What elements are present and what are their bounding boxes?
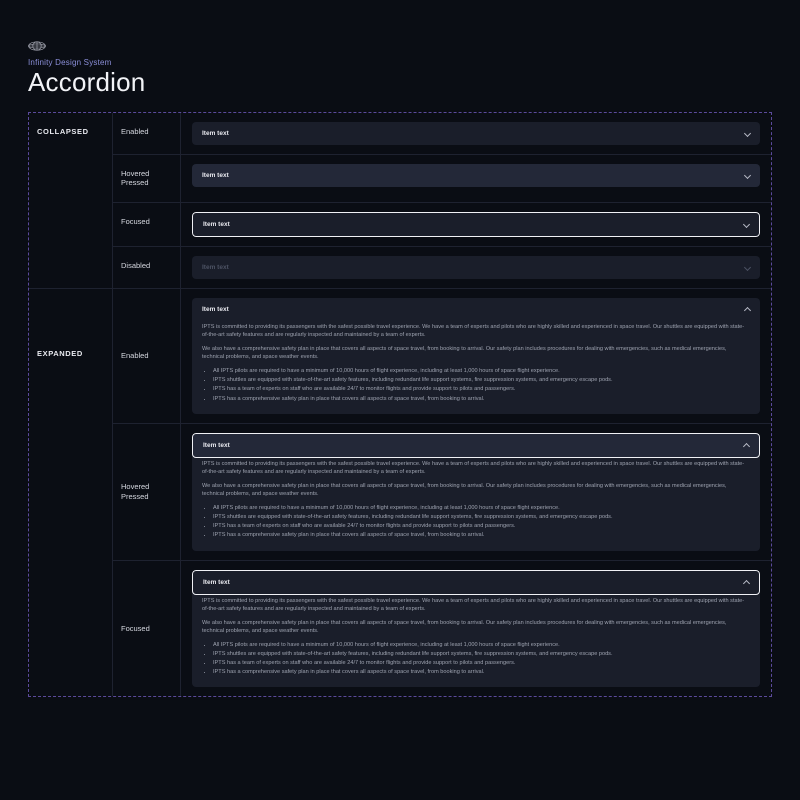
accordion-collapsed-disabled: Item text xyxy=(192,256,760,279)
body-paragraph: IPTS is committed to providing its passe… xyxy=(202,597,750,613)
accordion-header[interactable]: Item text xyxy=(192,570,760,595)
list-item: IPTS shuttles are equipped with state-of… xyxy=(213,650,750,658)
accordion-header[interactable]: Item text xyxy=(192,164,760,187)
list-item: IPTS has a team of experts on staff who … xyxy=(213,385,750,393)
accordion-label: Item text xyxy=(202,130,229,137)
chevron-up-icon xyxy=(744,307,751,314)
state-label-hovered: Hovered Pressed xyxy=(113,155,181,202)
chevron-down-icon xyxy=(743,221,750,228)
accordion-expanded-enabled[interactable]: Item text IPTS is committed to providing… xyxy=(192,298,760,414)
list-item: IPTS has a comprehensive safety plan in … xyxy=(213,668,750,676)
body-paragraph: We also have a comprehensive safety plan… xyxy=(202,345,750,361)
accordion-label: Item text xyxy=(202,264,229,271)
list-item: IPTS shuttles are equipped with state-of… xyxy=(213,376,750,384)
state-label-enabled: Enabled xyxy=(113,113,181,154)
state-label-focused: Focused xyxy=(113,561,181,697)
accordion-collapsed-enabled[interactable]: Item text xyxy=(192,122,760,145)
list-item: All IPTS pilots are required to have a m… xyxy=(213,641,750,649)
accordion-body: IPTS is committed to providing its passe… xyxy=(192,595,760,688)
state-label-hovered: Hovered Pressed xyxy=(113,424,181,560)
spec-table: COLLAPSED Enabled Item text Hover xyxy=(28,112,772,697)
accordion-body: IPTS is committed to providing its passe… xyxy=(192,458,760,551)
accordion-header[interactable]: Item text xyxy=(192,298,760,321)
globe-icon xyxy=(28,38,772,56)
chevron-up-icon xyxy=(743,443,750,450)
list-item: IPTS has a team of experts on staff who … xyxy=(213,659,750,667)
accordion-label: Item text xyxy=(202,172,229,179)
accordion-expanded-focused[interactable]: Item text IPTS is committed to providing… xyxy=(192,570,760,688)
accordion-header[interactable]: Item text xyxy=(192,433,760,458)
body-paragraph: IPTS is committed to providing its passe… xyxy=(202,323,750,339)
section-label-expanded: EXPANDED xyxy=(29,289,113,697)
spec-canvas: Infinity Design System Accordion COLLAPS… xyxy=(0,0,800,697)
body-paragraph: We also have a comprehensive safety plan… xyxy=(202,619,750,635)
accordion-label: Item text xyxy=(203,221,230,228)
accordion-label: Item text xyxy=(202,306,229,313)
list-item: IPTS has a comprehensive safety plan in … xyxy=(213,531,750,539)
list-item: IPTS shuttles are equipped with state-of… xyxy=(213,513,750,521)
list-item: All IPTS pilots are required to have a m… xyxy=(213,367,750,375)
chevron-down-icon xyxy=(744,264,751,271)
list-item: All IPTS pilots are required to have a m… xyxy=(213,504,750,512)
list-item: IPTS has a team of experts on staff who … xyxy=(213,522,750,530)
page-title: Accordion xyxy=(28,67,772,98)
state-label-disabled: Disabled xyxy=(113,247,181,288)
chevron-down-icon xyxy=(744,172,751,179)
accordion-header[interactable]: Item text xyxy=(192,122,760,145)
state-label-enabled: Enabled xyxy=(113,289,181,423)
body-paragraph: We also have a comprehensive safety plan… xyxy=(202,482,750,498)
accordion-collapsed-hovered[interactable]: Item text xyxy=(192,164,760,187)
list-item: IPTS has a comprehensive safety plan in … xyxy=(213,395,750,403)
body-list: All IPTS pilots are required to have a m… xyxy=(202,504,750,539)
chevron-up-icon xyxy=(743,579,750,586)
body-list: All IPTS pilots are required to have a m… xyxy=(202,641,750,676)
subtitle: Infinity Design System xyxy=(28,58,772,67)
accordion-header: Item text xyxy=(192,256,760,279)
body-list: All IPTS pilots are required to have a m… xyxy=(202,367,750,402)
section-label-collapsed: COLLAPSED xyxy=(29,113,113,288)
chevron-down-icon xyxy=(744,130,751,137)
accordion-label: Item text xyxy=(203,579,230,586)
header: Infinity Design System Accordion xyxy=(28,38,772,98)
accordion-label: Item text xyxy=(203,442,230,449)
state-label-focused: Focused xyxy=(113,203,181,246)
body-paragraph: IPTS is committed to providing its passe… xyxy=(202,460,750,476)
accordion-header[interactable]: Item text xyxy=(192,212,760,237)
accordion-expanded-hovered[interactable]: Item text IPTS is committed to providing… xyxy=(192,433,760,551)
accordion-body: IPTS is committed to providing its passe… xyxy=(192,321,760,414)
accordion-collapsed-focused[interactable]: Item text xyxy=(192,212,760,237)
